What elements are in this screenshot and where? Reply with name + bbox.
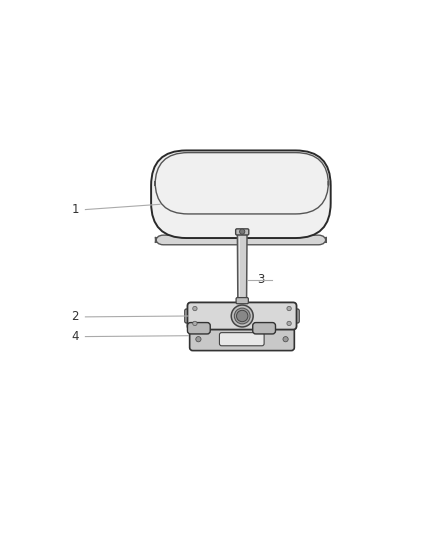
Circle shape bbox=[283, 336, 288, 342]
Circle shape bbox=[287, 306, 291, 311]
FancyBboxPatch shape bbox=[185, 309, 191, 323]
FancyBboxPatch shape bbox=[253, 322, 276, 334]
Text: 4: 4 bbox=[71, 330, 79, 343]
Circle shape bbox=[287, 321, 291, 326]
FancyBboxPatch shape bbox=[187, 302, 297, 329]
FancyBboxPatch shape bbox=[236, 297, 248, 304]
Text: 1: 1 bbox=[71, 203, 79, 216]
Circle shape bbox=[240, 229, 245, 235]
Circle shape bbox=[193, 306, 197, 311]
Text: 3: 3 bbox=[258, 273, 265, 286]
FancyBboxPatch shape bbox=[151, 150, 331, 238]
Circle shape bbox=[193, 321, 197, 326]
Circle shape bbox=[237, 310, 248, 322]
Circle shape bbox=[234, 308, 250, 324]
FancyBboxPatch shape bbox=[187, 322, 210, 334]
Circle shape bbox=[196, 336, 201, 342]
FancyBboxPatch shape bbox=[155, 235, 326, 245]
FancyBboxPatch shape bbox=[190, 328, 294, 351]
FancyBboxPatch shape bbox=[236, 229, 249, 235]
Circle shape bbox=[231, 305, 253, 327]
FancyBboxPatch shape bbox=[219, 333, 264, 346]
FancyBboxPatch shape bbox=[293, 309, 299, 323]
Polygon shape bbox=[237, 235, 247, 298]
Text: 2: 2 bbox=[71, 310, 79, 324]
